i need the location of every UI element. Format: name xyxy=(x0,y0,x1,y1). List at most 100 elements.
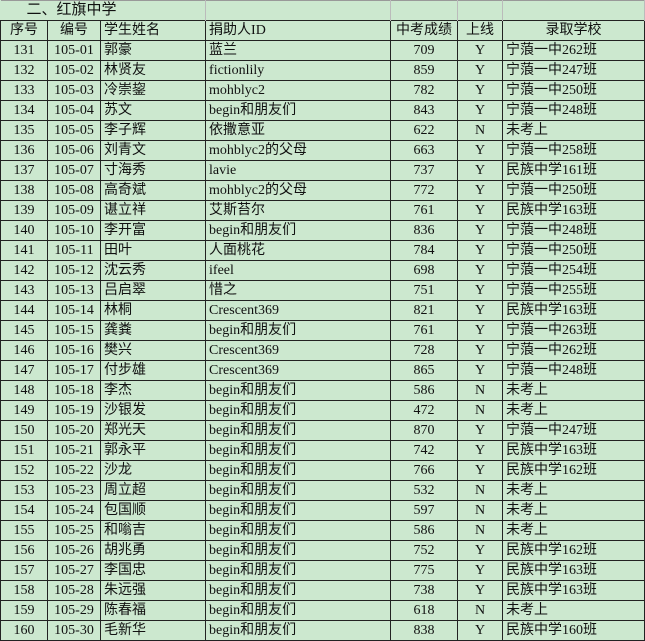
header-donor-id[interactable]: 捐助人ID xyxy=(205,20,392,41)
cell-passed[interactable]: Y xyxy=(457,320,504,341)
section-title[interactable]: 二、红旗中学 xyxy=(0,0,207,21)
cell-student-name[interactable]: 付步雄 xyxy=(99,360,207,381)
cell-student-name[interactable]: 李杰 xyxy=(99,380,207,401)
cell-admitted-school[interactable]: 宁蒗一中247班 xyxy=(502,420,645,441)
cell-student-name[interactable]: 郭永平 xyxy=(99,440,207,461)
cell-exam-score[interactable]: 821 xyxy=(390,300,459,321)
cell-exam-score[interactable]: 836 xyxy=(390,220,459,241)
cell-index[interactable]: 150 xyxy=(0,420,48,441)
cell-donor-id[interactable]: begin和朋友们 xyxy=(205,400,392,421)
cell-exam-score[interactable]: 761 xyxy=(390,200,459,221)
cell-number[interactable]: 105-14 xyxy=(47,300,101,321)
cell-passed[interactable]: N xyxy=(457,600,504,621)
empty-cell[interactable] xyxy=(502,0,645,21)
cell-student-name[interactable]: 沈云秀 xyxy=(99,260,207,281)
cell-number[interactable]: 105-24 xyxy=(47,500,101,521)
cell-student-name[interactable]: 郑光天 xyxy=(99,420,207,441)
cell-donor-id[interactable]: begin和朋友们 xyxy=(205,520,392,541)
cell-exam-score[interactable]: 618 xyxy=(390,600,459,621)
cell-student-name[interactable]: 朱远强 xyxy=(99,580,207,601)
cell-admitted-school[interactable]: 宁蒗一中247班 xyxy=(502,60,645,81)
cell-exam-score[interactable]: 870 xyxy=(390,420,459,441)
cell-passed[interactable]: Y xyxy=(457,420,504,441)
cell-exam-score[interactable]: 772 xyxy=(390,180,459,201)
cell-admitted-school[interactable]: 民族中学162班 xyxy=(502,540,645,561)
cell-index[interactable]: 155 xyxy=(0,520,48,541)
cell-number[interactable]: 105-06 xyxy=(47,140,101,161)
cell-exam-score[interactable]: 728 xyxy=(390,340,459,361)
cell-number[interactable]: 105-16 xyxy=(47,340,101,361)
cell-index[interactable]: 132 xyxy=(0,60,48,81)
cell-number[interactable]: 105-27 xyxy=(47,560,101,581)
cell-student-name[interactable]: 李开富 xyxy=(99,220,207,241)
cell-passed[interactable]: Y xyxy=(457,140,504,161)
cell-admitted-school[interactable]: 民族中学163班 xyxy=(502,200,645,221)
cell-passed[interactable]: Y xyxy=(457,360,504,381)
cell-student-name[interactable]: 吕启翠 xyxy=(99,280,207,301)
cell-admitted-school[interactable]: 宁蒗一中262班 xyxy=(502,340,645,361)
cell-passed[interactable]: Y xyxy=(457,280,504,301)
cell-exam-score[interactable]: 782 xyxy=(390,80,459,101)
cell-index[interactable]: 154 xyxy=(0,500,48,521)
cell-exam-score[interactable]: 784 xyxy=(390,240,459,261)
cell-index[interactable]: 137 xyxy=(0,160,48,181)
cell-number[interactable]: 105-26 xyxy=(47,540,101,561)
cell-number[interactable]: 105-07 xyxy=(47,160,101,181)
cell-admitted-school[interactable]: 未考上 xyxy=(502,400,645,421)
cell-student-name[interactable]: 寸海秀 xyxy=(99,160,207,181)
cell-donor-id[interactable]: fictionlily xyxy=(205,60,392,81)
cell-admitted-school[interactable]: 未考上 xyxy=(502,500,645,521)
cell-student-name[interactable]: 李子辉 xyxy=(99,120,207,141)
cell-index[interactable]: 151 xyxy=(0,440,48,461)
cell-index[interactable]: 146 xyxy=(0,340,48,361)
cell-exam-score[interactable]: 698 xyxy=(390,260,459,281)
cell-index[interactable]: 135 xyxy=(0,120,48,141)
cell-passed[interactable]: Y xyxy=(457,180,504,201)
cell-donor-id[interactable]: begin和朋友们 xyxy=(205,560,392,581)
cell-passed[interactable]: Y xyxy=(457,560,504,581)
cell-student-name[interactable]: 苏文 xyxy=(99,100,207,121)
cell-number[interactable]: 105-20 xyxy=(47,420,101,441)
cell-index[interactable]: 158 xyxy=(0,580,48,601)
cell-passed[interactable]: N xyxy=(457,120,504,141)
cell-index[interactable]: 152 xyxy=(0,460,48,481)
cell-number[interactable]: 105-21 xyxy=(47,440,101,461)
cell-donor-id[interactable]: begin和朋友们 xyxy=(205,600,392,621)
cell-admitted-school[interactable]: 民族中学161班 xyxy=(502,160,645,181)
cell-number[interactable]: 105-08 xyxy=(47,180,101,201)
cell-admitted-school[interactable]: 宁蒗一中254班 xyxy=(502,260,645,281)
cell-number[interactable]: 105-02 xyxy=(47,60,101,81)
cell-passed[interactable]: Y xyxy=(457,540,504,561)
cell-passed[interactable]: Y xyxy=(457,80,504,101)
cell-exam-score[interactable]: 859 xyxy=(390,60,459,81)
cell-student-name[interactable]: 林桐 xyxy=(99,300,207,321)
cell-index[interactable]: 147 xyxy=(0,360,48,381)
cell-exam-score[interactable]: 751 xyxy=(390,280,459,301)
header-admitted-school[interactable]: 录取学校 xyxy=(502,20,645,41)
cell-admitted-school[interactable]: 宁蒗一中248班 xyxy=(502,360,645,381)
empty-cell[interactable] xyxy=(390,0,459,21)
cell-student-name[interactable]: 樊兴 xyxy=(99,340,207,361)
cell-admitted-school[interactable]: 未考上 xyxy=(502,120,645,141)
cell-index[interactable]: 138 xyxy=(0,180,48,201)
cell-admitted-school[interactable]: 民族中学163班 xyxy=(502,440,645,461)
cell-donor-id[interactable]: Crescent369 xyxy=(205,360,392,381)
cell-exam-score[interactable]: 838 xyxy=(390,620,459,641)
cell-index[interactable]: 133 xyxy=(0,80,48,101)
cell-student-name[interactable]: 包国顺 xyxy=(99,500,207,521)
cell-donor-id[interactable]: begin和朋友们 xyxy=(205,500,392,521)
header-student-name[interactable]: 学生姓名 xyxy=(99,20,207,41)
cell-admitted-school[interactable]: 宁蒗一中258班 xyxy=(502,140,645,161)
cell-admitted-school[interactable]: 宁蒗一中250班 xyxy=(502,240,645,261)
empty-cell[interactable] xyxy=(457,0,504,21)
cell-student-name[interactable]: 陈春福 xyxy=(99,600,207,621)
header-passed[interactable]: 上线 xyxy=(457,20,504,41)
cell-student-name[interactable]: 沙银发 xyxy=(99,400,207,421)
cell-donor-id[interactable]: begin和朋友们 xyxy=(205,620,392,641)
cell-number[interactable]: 105-11 xyxy=(47,240,101,261)
cell-index[interactable]: 148 xyxy=(0,380,48,401)
cell-index[interactable]: 156 xyxy=(0,540,48,561)
cell-index[interactable]: 160 xyxy=(0,620,48,641)
cell-number[interactable]: 105-10 xyxy=(47,220,101,241)
cell-admitted-school[interactable]: 宁蒗一中250班 xyxy=(502,80,645,101)
